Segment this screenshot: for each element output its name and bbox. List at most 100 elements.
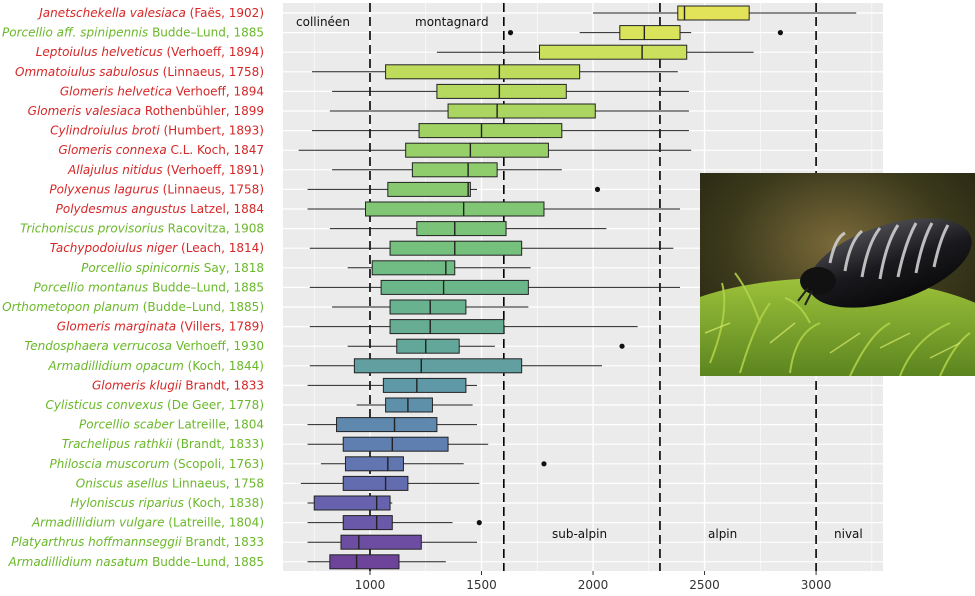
species-author-23: (Scopoli, 1763) — [169, 457, 264, 471]
iqr-box-12 — [389, 240, 523, 256]
species-author-1: Budde–Lund, 1885 — [148, 26, 264, 40]
outlier-1-1 — [777, 29, 783, 36]
iqr-box-26 — [342, 515, 393, 531]
box-5 — [329, 103, 689, 119]
x-tick-label-1000: 1000 — [355, 578, 386, 592]
iqr-box-28 — [329, 554, 400, 570]
iqr-box-27 — [340, 534, 422, 550]
iqr-box-17 — [396, 338, 460, 354]
box-9 — [307, 181, 601, 197]
box-14 — [309, 279, 681, 295]
box-10 — [307, 201, 681, 217]
species-author-13: Say, 1818 — [200, 261, 264, 275]
outlier-1-0 — [507, 29, 514, 36]
box-3 — [311, 64, 678, 80]
species-label-12: Tachypodoiulus niger (Leach, 1814) — [50, 241, 264, 255]
iqr-box-15 — [389, 299, 467, 315]
species-author-14: Budde–Lund, 1885 — [148, 280, 264, 294]
species-label-1: Porcellio aff. spinipennis Budde–Lund, 1… — [2, 26, 264, 40]
species-name-18: Armadillidium opacum — [47, 359, 183, 373]
box-18 — [309, 358, 602, 374]
outlier-9-0 — [594, 186, 601, 192]
species-label-8: Allajulus nitidus (Verhoeff, 1891) — [67, 163, 264, 177]
species-label-0: Janetschekella valesiaca (Faës, 1902) — [37, 6, 264, 20]
box-13 — [347, 260, 531, 276]
species-author-27: Brandt, 1833 — [182, 535, 264, 549]
species-label-2: Leptoiulus helveticus (Verhoeff, 1894) — [36, 45, 264, 59]
zone-label-1: montagnard — [415, 15, 489, 29]
iqr-box-9 — [387, 181, 471, 197]
species-label-6: Cylindroiulus broti (Humbert, 1893) — [50, 124, 264, 138]
species-name-2: Leptoiulus helveticus — [36, 45, 163, 59]
box-27 — [307, 534, 478, 550]
box-17 — [347, 338, 625, 354]
species-label-13: Porcellio spinicornis Say, 1818 — [81, 261, 264, 275]
species-author-20: (De Geer, 1778) — [163, 398, 264, 412]
species-name-14: Porcellio montanus — [33, 280, 148, 294]
species-name-0: Janetschekella valesiaca — [37, 6, 186, 20]
x-tick-label-1500: 1500 — [466, 578, 497, 592]
box-23 — [320, 456, 547, 472]
iqr-box-19 — [382, 377, 467, 393]
box-7 — [298, 142, 692, 158]
box-12 — [309, 240, 674, 256]
species-author-12: (Leach, 1814) — [177, 241, 264, 255]
iqr-box-14 — [380, 279, 529, 295]
species-author-15: (Budde–Lund, 1885) — [139, 300, 264, 314]
species-label-25: Hyloniscus riparius (Koch, 1838) — [70, 496, 264, 510]
iqr-box-13 — [371, 260, 456, 276]
species-author-21: Latreille, 1804 — [174, 418, 264, 432]
species-author-24: Linnaeus, 1758 — [168, 476, 264, 490]
x-tick-label-2000: 2000 — [578, 578, 609, 592]
iqr-box-11 — [416, 221, 507, 237]
species-name-23: Philoscia muscorum — [50, 457, 170, 471]
box-8 — [332, 162, 562, 178]
iqr-box-24 — [342, 475, 409, 491]
iqr-box-18 — [353, 358, 523, 374]
species-label-3: Ommatoiulus sabulosus (Linnaeus, 1758) — [15, 65, 264, 79]
species-name-16: Glomeris marginata — [57, 320, 176, 334]
species-label-19: Glomeris klugii Brandt, 1833 — [92, 378, 264, 392]
box-25 — [307, 495, 393, 511]
species-name-24: Oniscus asellus — [76, 476, 168, 490]
box-1 — [507, 25, 783, 41]
iqr-box-7 — [405, 142, 549, 158]
iqr-box-22 — [342, 436, 449, 452]
x-tick-label-2500: 2500 — [689, 578, 720, 592]
species-author-11: Racovitza, 1908 — [164, 222, 264, 236]
species-author-16: (Villers, 1789) — [176, 320, 264, 334]
species-label-28: Armadillidium nasatum Budde–Lund, 1885 — [7, 555, 264, 569]
species-label-27: Platyarthrus hoffmannseggii Brandt, 1833 — [11, 535, 264, 549]
species-name-17: Tendosphaera verrucosa — [24, 339, 172, 353]
species-name-3: Ommatoiulus sabulosus — [15, 65, 159, 79]
outlier-23-0 — [541, 461, 547, 467]
species-name-4: Glomeris helvetica — [60, 84, 172, 98]
species-label-4: Glomeris helvetica Verhoeff, 1894 — [60, 84, 264, 98]
species-name-27: Platyarthrus hoffmannseggii — [11, 535, 182, 549]
iqr-box-10 — [365, 201, 545, 217]
species-author-19: Brandt, 1833 — [182, 378, 264, 392]
species-name-19: Glomeris klugii — [92, 378, 182, 392]
species-label-23: Philoscia muscorum (Scopoli, 1763) — [50, 457, 264, 471]
iqr-box-3 — [385, 64, 581, 80]
species-author-6: (Humbert, 1893) — [160, 124, 264, 138]
species-label-21: Porcellio scaber Latreille, 1804 — [79, 418, 264, 432]
species-author-5: Rothenbühler, 1899 — [141, 104, 264, 118]
species-name-11: Trichoniscus provisorius — [20, 222, 164, 236]
iqr-box-6 — [418, 123, 563, 139]
iqr-box-2 — [539, 44, 688, 60]
species-label-18: Armadillidium opacum (Koch, 1844) — [47, 359, 264, 373]
zone-label-2: sub-alpin — [552, 527, 607, 541]
outlier-17-0 — [619, 343, 625, 349]
species-name-1: Porcellio aff. spinipennis — [2, 26, 148, 40]
species-label-22: Trachelipus rathkii (Brandt, 1833) — [62, 437, 264, 451]
species-author-10: Latzel, 1884 — [186, 202, 264, 216]
species-author-8: (Verhoeff, 1891) — [163, 163, 264, 177]
zone-label-0: collinéen — [296, 15, 350, 29]
iqr-box-1 — [619, 25, 681, 41]
species-author-22: (Brandt, 1833) — [172, 437, 264, 451]
species-author-0: (Faës, 1902) — [186, 6, 264, 20]
species-author-17: Verhoeff, 1930 — [172, 339, 264, 353]
species-name-5: Glomeris valesiaca — [28, 104, 141, 118]
iqr-box-25 — [313, 495, 391, 511]
